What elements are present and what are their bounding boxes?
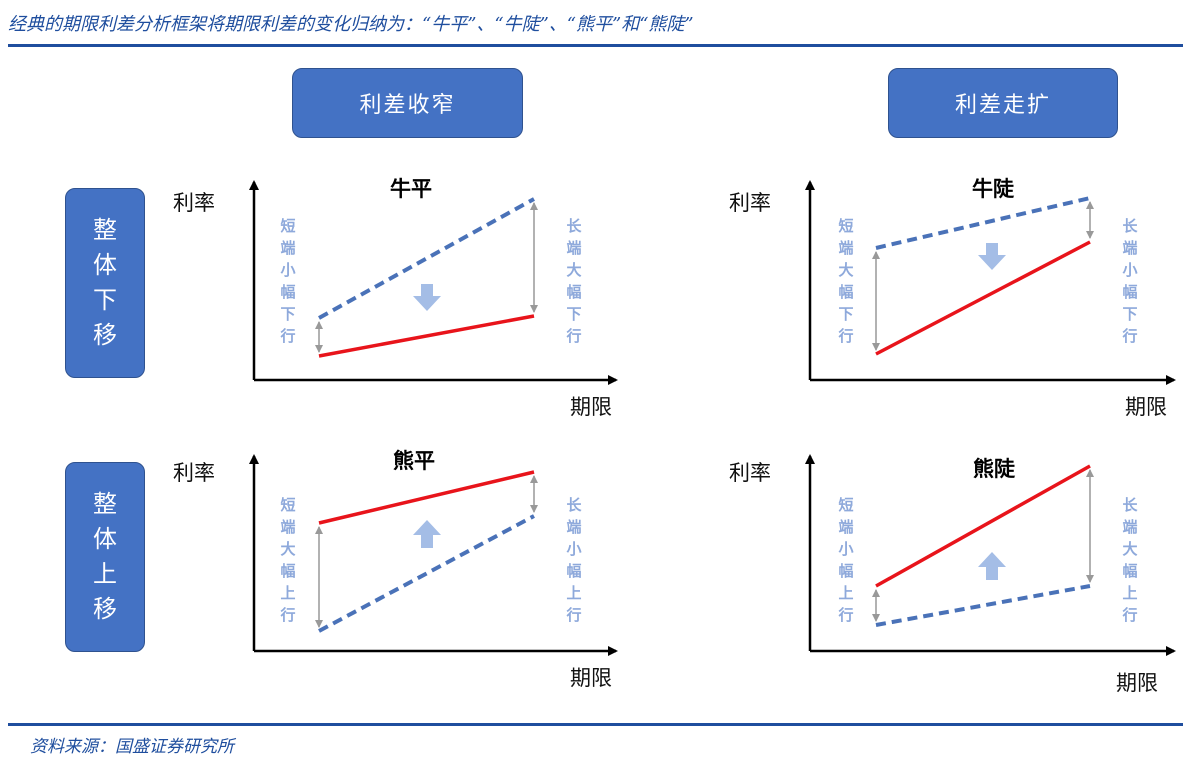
panel-bull-steep: 利率 期限 牛陡 短端大幅下行 长端小幅下行 <box>729 177 1176 419</box>
source-note: 资料来源：国盛证券研究所 <box>30 737 234 757</box>
original-curve-dashed <box>318 514 535 633</box>
x-axis-label: 期限 <box>1116 671 1158 695</box>
panel-bear-flat: 利率 期限 熊平 短端大幅上行 长端小幅上行 <box>173 449 618 690</box>
y-axis-label: 利率 <box>173 461 215 485</box>
shifted-curve-red <box>318 314 535 358</box>
header-spread-widen: 利差走扩 <box>888 68 1118 138</box>
long-end-label: 长端大幅下行 <box>565 217 582 345</box>
x-axis-label: 期限 <box>570 666 612 690</box>
bottom-divider <box>8 723 1183 726</box>
original-curve-dashed <box>875 584 1091 627</box>
row-label-shift-down: 整体下移 <box>65 188 145 378</box>
shifted-curve-red <box>875 240 1091 356</box>
shifted-curve-red <box>318 470 535 525</box>
header-spread-narrow: 利差收窄 <box>292 68 523 138</box>
y-axis-label: 利率 <box>173 191 215 215</box>
up-arrow-icon <box>413 520 441 548</box>
panel-bull-flat: 利率 期限 牛平 短端小幅下行 长端大幅下行 <box>173 177 618 419</box>
panel-title: 熊平 <box>393 449 435 473</box>
short-end-label: 短端大幅上行 <box>279 496 295 624</box>
up-arrow-icon <box>978 552 1006 580</box>
x-axis-label: 期限 <box>570 395 612 419</box>
panel-bear-steep: 利率 期限 熊陡 短端小幅上行 长端大幅上行 <box>729 454 1176 695</box>
x-axis-label: 期限 <box>1125 395 1167 419</box>
panel-title: 熊陡 <box>973 457 1016 481</box>
y-axis-label: 利率 <box>729 461 771 485</box>
original-curve-dashed <box>318 197 535 320</box>
short-end-label: 短端小幅上行 <box>837 496 853 624</box>
long-end-label: 长端小幅下行 <box>1121 217 1138 345</box>
top-divider <box>8 44 1183 47</box>
panel-title: 牛陡 <box>972 177 1015 201</box>
original-curve-dashed <box>875 196 1091 250</box>
row-label-shift-up: 整体上移 <box>65 462 145 652</box>
short-end-label: 短端大幅下行 <box>837 217 853 345</box>
page-title: 经典的期限利差分析框架将期限利差的变化归纳为：“牛平”、“牛陡”、“熊平”和“熊… <box>8 14 694 35</box>
short-end-label: 短端小幅下行 <box>279 217 295 345</box>
shifted-curve-red <box>875 464 1091 588</box>
panel-title: 牛平 <box>390 177 432 201</box>
long-end-label: 长端小幅上行 <box>565 496 582 624</box>
y-axis-label: 利率 <box>729 191 771 215</box>
long-end-label: 长端大幅上行 <box>1121 496 1138 624</box>
down-arrow-icon <box>413 284 441 311</box>
down-arrow-icon <box>978 243 1006 270</box>
